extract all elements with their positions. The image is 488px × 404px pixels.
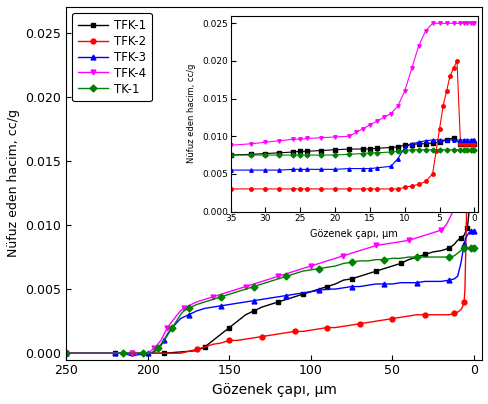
TK-1 (468, 246, 473, 250)
TFK-4 (356, 248, 362, 253)
TFK-1 (397, 261, 403, 266)
TFK-4 (364, 246, 370, 250)
TK-1 (63, 351, 69, 356)
TFK-4 (275, 274, 281, 279)
TFK-3 (467, 229, 472, 234)
TFK-4 (177, 309, 183, 314)
TFK-1 (465, 210, 471, 215)
Line: TFK-3: TFK-3 (64, 229, 475, 358)
TK-1 (470, 246, 476, 250)
TFK-2 (63, 351, 69, 356)
TFK-4 (468, 17, 474, 22)
Line: TFK-2: TFK-2 (64, 61, 475, 356)
TFK-3 (193, 309, 199, 314)
TFK-1 (470, 33, 476, 38)
TFK-2 (234, 338, 240, 343)
TK-1 (185, 306, 191, 311)
TFK-3 (63, 351, 69, 356)
TFK-2 (469, 66, 475, 71)
TFK-3 (128, 354, 134, 358)
TFK-3 (464, 233, 469, 238)
Line: TK-1: TK-1 (64, 246, 475, 356)
TFK-2 (470, 61, 476, 66)
TK-1 (128, 351, 134, 356)
TK-1 (437, 255, 443, 259)
TFK-4 (470, 17, 476, 22)
TFK-3 (164, 332, 170, 337)
TFK-2 (464, 171, 469, 176)
TFK-4 (464, 43, 469, 48)
X-axis label: Gözenek çapı, μm: Gözenek çapı, μm (211, 383, 336, 397)
TFK-3 (470, 229, 476, 234)
TK-1 (460, 246, 466, 250)
TFK-1 (381, 266, 386, 271)
TFK-1 (242, 312, 248, 317)
TFK-3 (307, 289, 313, 294)
TFK-1 (450, 242, 456, 246)
TK-1 (169, 325, 175, 330)
Line: TFK-4: TFK-4 (64, 17, 475, 356)
TK-1 (250, 284, 256, 289)
TFK-4 (181, 306, 186, 311)
TFK-2 (457, 307, 463, 312)
Legend: TFK-1, TFK-2, TFK-3, TFK-4, TK-1: TFK-1, TFK-2, TFK-3, TFK-4, TK-1 (72, 13, 151, 101)
TFK-3 (120, 351, 126, 356)
Y-axis label: Nüfuz eden hacim, cc/g: Nüfuz eden hacim, cc/g (7, 109, 20, 257)
TFK-1 (372, 269, 378, 274)
TFK-4 (63, 351, 69, 356)
TFK-2 (437, 312, 443, 317)
TFK-2 (242, 337, 248, 341)
TFK-3 (364, 283, 370, 288)
Line: TFK-1: TFK-1 (64, 33, 475, 356)
TFK-1 (63, 351, 69, 356)
